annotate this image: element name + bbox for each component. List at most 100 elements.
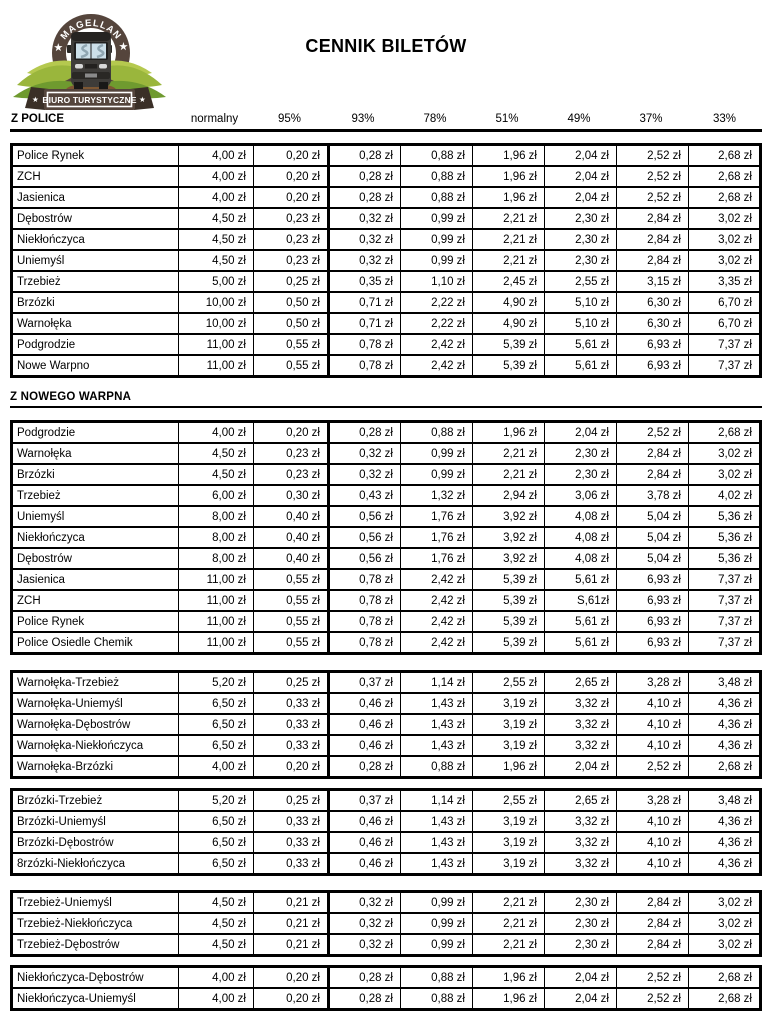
- price-cell: 3,35 zł: [688, 270, 761, 293]
- table-row: Brzózki-Uniemyśl 6,50 zł 0,33 zł 0,46 zł 1,4…: [11, 810, 761, 833]
- price-cell: 0,99 zł: [400, 890, 473, 914]
- price-cell: 0,28 zł: [328, 143, 401, 167]
- price-cell: 0,88 zł: [400, 143, 473, 167]
- route-cell: Warnołęka-Brzózki: [11, 755, 179, 779]
- route-cell: Brzózki-Uniemyśl: [11, 810, 179, 833]
- price-cell: 4,00 zł: [178, 143, 254, 167]
- price-cell: 4,36 zł: [688, 810, 761, 833]
- price-cell: 1,43 zł: [400, 852, 473, 876]
- price-cell: 4,00 zł: [178, 165, 254, 188]
- route-cell: Trzebież: [11, 270, 179, 293]
- price-cell: 0,71 zł: [328, 312, 401, 335]
- price-cell: 0,37 zł: [328, 788, 401, 812]
- price-cell: 3,19 zł: [472, 831, 545, 854]
- price-cell: 5,10 zł: [544, 312, 617, 335]
- price-cell: 11,00 zł: [178, 610, 254, 633]
- route-cell: Warnołęka-Dębostrów: [11, 713, 179, 736]
- price-cell: 0,32 zł: [328, 442, 401, 465]
- table-row: Warnołęka 10,00 zł 0,50 zł 0,71 zł 2,22 zł 4,…: [11, 312, 761, 335]
- price-cell: 3,48 zł: [688, 788, 761, 812]
- price-cell: 3,92 zł: [472, 505, 545, 528]
- price-cell: 2,30 zł: [544, 890, 617, 914]
- price-cell: 5,61 zł: [544, 610, 617, 633]
- price-cell: 0,50 zł: [253, 291, 330, 314]
- price-cell: 2,94 zł: [472, 484, 545, 507]
- price-cell: 0,88 zł: [400, 987, 473, 1011]
- route-cell: Brzózki-Dębostrów: [11, 831, 179, 854]
- ribbon-star-left: ★: [32, 95, 39, 104]
- price-cell: 2,52 zł: [616, 165, 689, 188]
- table-row: Podgrodzie 11,00 zł 0,55 zł 0,78 zł 2,42 zł 5…: [11, 333, 761, 356]
- route-cell: Podgrodzie: [11, 420, 179, 444]
- price-cell: 3,19 zł: [472, 810, 545, 833]
- price-cell: 4,50 zł: [178, 463, 254, 486]
- price-cell: 3,32 zł: [544, 734, 617, 757]
- price-cell: 5,61 zł: [544, 333, 617, 356]
- price-cell: 0,25 zł: [253, 270, 330, 293]
- price-cell: 2,84 zł: [616, 249, 689, 272]
- column-header: 49%: [567, 113, 591, 125]
- price-cell: 0,46 zł: [328, 852, 401, 876]
- price-cell: 4,10 zł: [616, 852, 689, 876]
- price-cell: 0,20 zł: [253, 186, 330, 209]
- price-cell: 2,30 zł: [544, 207, 617, 230]
- price-cell: 1,43 zł: [400, 713, 473, 736]
- price-cell: 0,20 zł: [253, 965, 330, 989]
- price-cell: 2,04 zł: [544, 420, 617, 444]
- route-cell: Warnołęka: [11, 442, 179, 465]
- route-cell: Niekłończyca-Dębostrów: [11, 965, 179, 989]
- price-cell: 4,10 zł: [616, 734, 689, 757]
- price-cell: 4,00 zł: [178, 186, 254, 209]
- price-cell: 4,08 zł: [544, 547, 617, 570]
- price-cell: 0,56 zł: [328, 505, 401, 528]
- price-cell: 6,93 zł: [616, 610, 689, 633]
- column-header: normalny: [190, 113, 239, 125]
- price-cell: 0,88 zł: [400, 186, 473, 209]
- price-cell: 4,50 zł: [178, 442, 254, 465]
- route-cell: Niekłończyca: [11, 526, 179, 549]
- column-header-table: Z POLICE normalny 95% 93% 78% 51% 49% 37% 33%: [10, 113, 762, 132]
- price-cell: 6,93 zł: [616, 333, 689, 356]
- price-cell: 1,43 zł: [400, 810, 473, 833]
- table-row: Warnołęka-Trzebież 5,20 zł 0,25 zł 0,37 zł 1…: [11, 670, 761, 694]
- price-cell: 5,04 zł: [616, 505, 689, 528]
- price-cell: 0,56 zł: [328, 526, 401, 549]
- magellan-logo-icon: ★ MAGELLAN ★: [13, 14, 166, 110]
- price-cell: 2,45 zł: [472, 270, 545, 293]
- price-table-warnoleka: Warnołęka-Trzebież 5,20 zł 0,25 zł 0,37 zł 1…: [10, 670, 762, 779]
- price-cell: 3,19 zł: [472, 852, 545, 876]
- price-cell: 0,23 zł: [253, 207, 330, 230]
- price-cell: 0,88 zł: [400, 165, 473, 188]
- price-cell: 0,23 zł: [253, 228, 330, 251]
- price-cell: 3,32 zł: [544, 831, 617, 854]
- price-cell: 0,33 zł: [253, 734, 330, 757]
- price-table-nieklonczyca: Niekłończyca-Dębostrów 4,00 zł 0,20 zł 0,28…: [10, 965, 762, 1011]
- price-cell: 5,39 zł: [472, 333, 545, 356]
- table-row: Niekłończyca-Dębostrów 4,00 zł 0,20 zł 0,28…: [11, 965, 761, 989]
- table-row: Jasienica 4,00 zł 0,20 zł 0,28 zł 0,88 zł 1,9…: [11, 186, 761, 209]
- price-cell: 1,96 zł: [472, 987, 545, 1011]
- price-cell: 7,37 zł: [688, 589, 761, 612]
- price-cell: 0,21 zł: [253, 933, 330, 957]
- route-cell: Trzebież-Uniemyśl: [11, 890, 179, 914]
- price-cell: 0,28 zł: [328, 965, 401, 989]
- price-cell: 6,70 zł: [688, 312, 761, 335]
- price-cell: 2,42 zł: [400, 589, 473, 612]
- table-row: Trzebież-Uniemyśl 4,50 zł 0,21 zł 0,32 zł 0,…: [11, 890, 761, 914]
- price-cell: 6,93 zł: [616, 631, 689, 655]
- price-cell: 0,30 zł: [253, 484, 330, 507]
- price-cell: 3,02 zł: [688, 207, 761, 230]
- route-cell: Trzebież-Dębostrów: [11, 933, 179, 957]
- table-row: Dębostrów 8,00 zł 0,40 zł 0,56 zł 1,76 zł 3,9…: [11, 547, 761, 570]
- price-cell: 5,10 zł: [544, 291, 617, 314]
- price-cell: 4,50 zł: [178, 890, 254, 914]
- price-cell: 3,19 zł: [472, 713, 545, 736]
- table-row: Trzebież-Niekłończyca 4,50 zł 0,21 zł 0,32 …: [11, 912, 761, 935]
- price-cell: 2,42 zł: [400, 610, 473, 633]
- table-row: Police Rynek 11,00 zł 0,55 zł 0,78 zł 2,42 z…: [11, 610, 761, 633]
- price-cell: 0,20 zł: [253, 420, 330, 444]
- price-cell: 1,43 zł: [400, 831, 473, 854]
- price-cell: 0,23 zł: [253, 249, 330, 272]
- price-cell: 5,39 zł: [472, 610, 545, 633]
- table-row: Warnołęka-Dębostrów 6,50 zł 0,33 zł 0,46 zł…: [11, 713, 761, 736]
